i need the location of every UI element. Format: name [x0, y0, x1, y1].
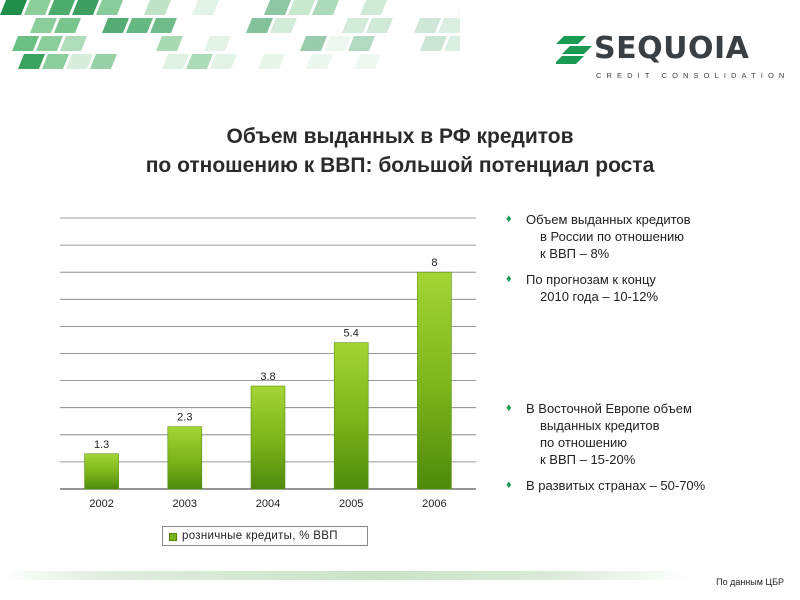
legend-label: розничные кредиты, % ВВП [182, 530, 338, 542]
bullet-item: ♦ В Восточной Европе объем выданных кред… [506, 400, 705, 468]
bullet-item: ♦ В развитых странах – 50-70% [506, 477, 705, 494]
value-label-2003: 2.3 [177, 412, 192, 424]
bullet-text: к ВВП – 8% [526, 245, 691, 262]
bullet-text: к ВВП – 15-20% [526, 451, 705, 468]
bar-2005 [334, 343, 368, 489]
bullet-text: выданных кредитов [526, 417, 705, 434]
bar-2003 [168, 427, 202, 489]
value-label-2002: 1.3 [94, 439, 109, 451]
bullet-text: 2010 года – 10-12% [526, 288, 691, 305]
bullet-list-russia: ♦ Объем выданных кредитов в России по от… [506, 211, 691, 314]
diamond-bullet-icon: ♦ [506, 271, 512, 288]
value-label-2004: 3.8 [260, 371, 275, 383]
x-tick-label-2003: 2003 [173, 498, 197, 510]
x-tick-label-2004: 2004 [256, 498, 280, 510]
chart-legend: розничные кредиты, % ВВП [162, 526, 368, 546]
value-label-2005: 5.4 [344, 328, 359, 340]
bullet-item: ♦ Объем выданных кредитов в России по от… [506, 211, 691, 262]
diamond-bullet-icon: ♦ [506, 211, 512, 228]
bar-2002 [85, 454, 119, 489]
x-tick-label-2002: 2002 [89, 498, 113, 510]
bar-2006 [417, 272, 451, 489]
legend-swatch [169, 533, 177, 541]
bullet-text: в России по отношению [526, 228, 691, 245]
value-label-2006: 8 [431, 257, 437, 269]
x-tick-label-2005: 2005 [339, 498, 363, 510]
bullet-list-comparison: ♦ В Восточной Европе объем выданных кред… [506, 400, 705, 503]
bullet-item: ♦ По прогнозам к концу 2010 года – 10-12… [506, 271, 691, 305]
diamond-bullet-icon: ♦ [506, 400, 512, 417]
bullet-text: по отношению [526, 434, 705, 451]
bullet-text: В развитых странах – 50-70% [526, 477, 705, 494]
bullet-text: Объем выданных кредитов [526, 211, 691, 228]
bullet-text: В Восточной Европе объем [526, 400, 705, 417]
source-note: По данным ЦБР [716, 577, 784, 587]
diamond-bullet-icon: ♦ [506, 477, 512, 494]
bullet-text: По прогнозам к концу [526, 271, 691, 288]
x-tick-label-2006: 2006 [422, 498, 446, 510]
chart-x-tick-labels: 2002 2003 2004 2005 2006 [89, 498, 446, 510]
footer-decorative-strip [0, 571, 690, 580]
bar-2004 [251, 386, 285, 489]
